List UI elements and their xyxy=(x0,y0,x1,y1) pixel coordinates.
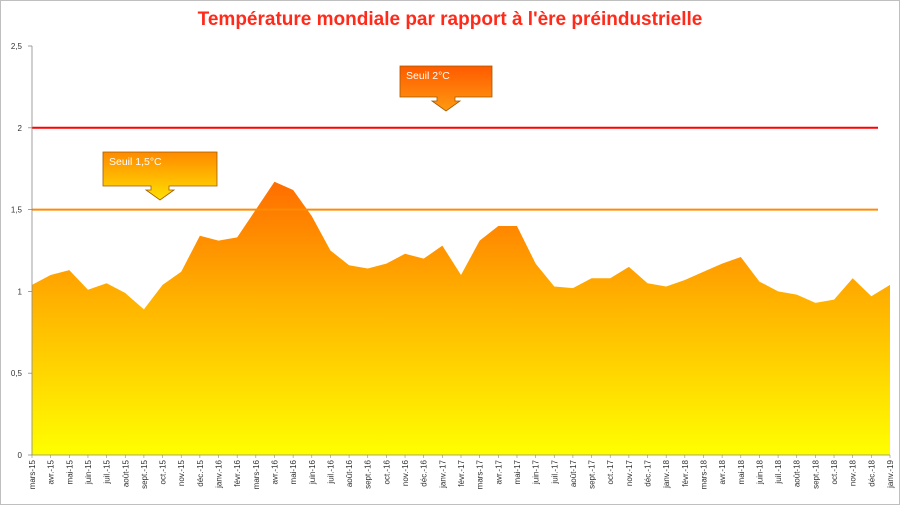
x-tick-label: déc.-16 xyxy=(420,459,429,486)
chart-title: Température mondiale par rapport à l'ère… xyxy=(197,9,703,30)
x-tick-label: août-18 xyxy=(793,459,802,487)
x-tick-label: mars-16 xyxy=(252,459,261,489)
x-tick-label: janv.-19 xyxy=(886,459,895,488)
threshold-lines xyxy=(32,126,878,211)
x-tick-label: juin-16 xyxy=(308,459,317,485)
x-tick-label: août-16 xyxy=(345,459,354,487)
x-tick-label: nov.-15 xyxy=(177,459,186,486)
x-tick-label: janv.-18 xyxy=(662,459,671,488)
x-tick-label: août-15 xyxy=(121,459,130,487)
callout-seuil-2-shape xyxy=(399,65,493,112)
callout-seuil-1-5-shape xyxy=(102,151,218,201)
callout-seuil-1-5-label: Seuil 1,5°C xyxy=(109,156,162,168)
x-tick-label: juil.-16 xyxy=(326,459,335,484)
x-tick-label: mars-17 xyxy=(476,459,485,489)
x-tick-label: juil.-18 xyxy=(774,459,783,484)
y-tick-label: 0 xyxy=(18,451,23,460)
threshold-callouts: Seuil 2°C Seuil 1,5°C xyxy=(102,65,493,201)
x-tick-label: avr.-15 xyxy=(47,459,56,484)
x-tick-label: déc.-18 xyxy=(867,459,876,486)
x-tick-label: févr.-16 xyxy=(233,459,242,486)
x-tick-label: août-17 xyxy=(569,459,578,487)
x-tick-label: sept.-17 xyxy=(588,459,597,488)
x-tick-label: janv.-16 xyxy=(215,459,224,488)
x-tick-label: oct.-16 xyxy=(382,459,391,484)
x-tick-label: févr.-18 xyxy=(681,459,690,486)
x-axis-labels: mars-15 avr.-15 mai-15 juin-15 juil.-15 août-… xyxy=(28,455,895,489)
x-tick-label: juin-17 xyxy=(532,459,541,485)
x-tick-label: avr.-16 xyxy=(270,459,279,484)
x-tick-label: déc.-15 xyxy=(196,459,205,486)
x-tick-label: juin-18 xyxy=(755,459,764,485)
callout-seuil-2-label: Seuil 2°C xyxy=(406,70,450,82)
y-tick-label: 1,5 xyxy=(11,206,23,215)
y-tick-label: 0,5 xyxy=(11,369,23,378)
x-tick-label: déc.-17 xyxy=(644,459,653,486)
x-tick-label: sept.-16 xyxy=(364,459,373,488)
x-tick-label: mars-18 xyxy=(699,459,708,489)
x-tick-label: mai-16 xyxy=(289,459,298,484)
x-tick-label: oct.-17 xyxy=(606,459,615,484)
x-tick-label: janv.-17 xyxy=(438,459,447,488)
x-tick-label: nov.-17 xyxy=(625,459,634,486)
x-tick-label: sept.-18 xyxy=(811,459,820,488)
x-tick-label: juil.-15 xyxy=(103,459,112,484)
x-tick-label: mai-17 xyxy=(513,459,522,484)
x-tick-label: sept.-15 xyxy=(140,459,149,488)
x-tick-label: févr.-17 xyxy=(457,459,466,486)
y-axis-ticks: 0 0,5 1 1,5 2 2,5 xyxy=(11,42,32,460)
x-tick-label: juin-15 xyxy=(84,459,93,485)
y-tick-label: 1 xyxy=(18,287,23,296)
x-tick-label: nov.-18 xyxy=(849,459,858,486)
y-tick-label: 2,5 xyxy=(11,42,23,51)
x-tick-label: oct.-18 xyxy=(830,459,839,484)
x-tick-label: avr.-18 xyxy=(718,459,727,484)
temperature-area xyxy=(32,181,890,456)
x-tick-label: mai-18 xyxy=(737,459,746,484)
x-tick-label: avr.-17 xyxy=(494,459,503,484)
x-tick-label: nov.-16 xyxy=(401,459,410,486)
x-tick-label: mai-15 xyxy=(65,459,74,484)
x-tick-label: mars-15 xyxy=(28,459,37,489)
y-tick-label: 2 xyxy=(18,124,23,133)
x-tick-label: juil.-17 xyxy=(550,459,559,484)
x-tick-label: oct.-15 xyxy=(159,459,168,484)
